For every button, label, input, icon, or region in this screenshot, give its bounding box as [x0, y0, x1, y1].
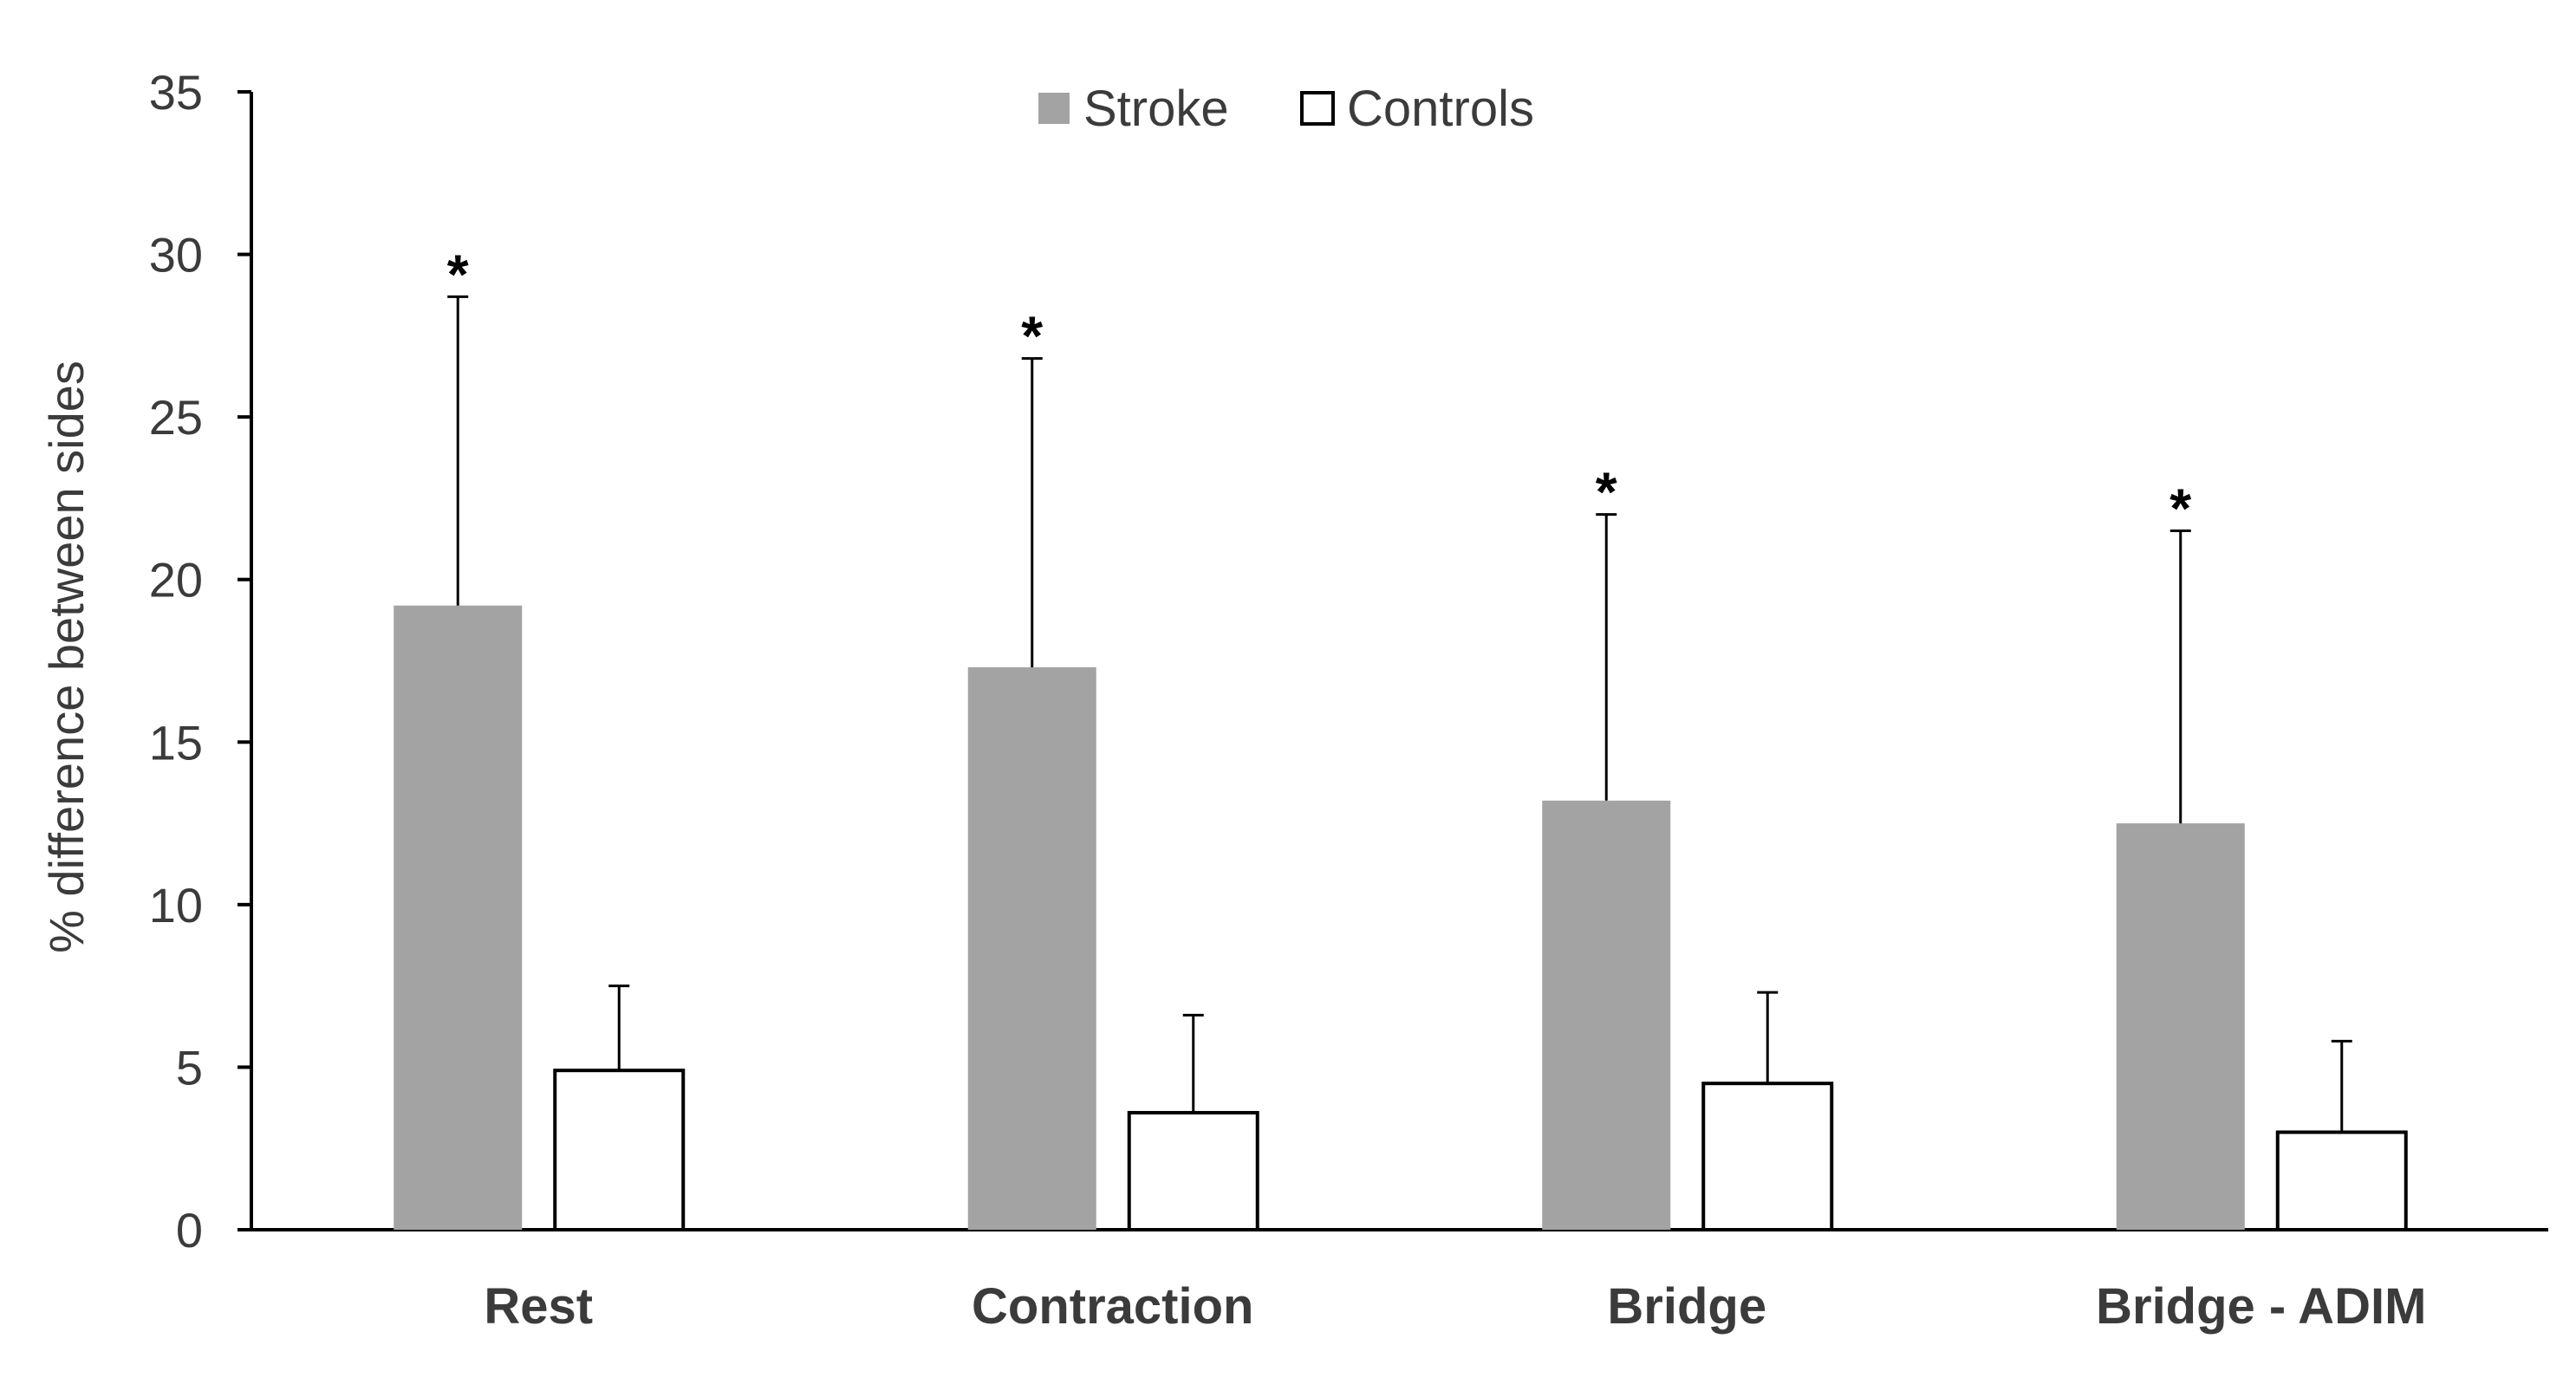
y-tick-label: 5 — [176, 1040, 203, 1095]
bar-stroke — [2116, 823, 2245, 1230]
category-label: Bridge — [1607, 1278, 1766, 1335]
y-axis-title: % difference between sides — [39, 361, 94, 953]
bar-controls — [1127, 1110, 1259, 1232]
category-label: Rest — [484, 1278, 593, 1335]
bars — [394, 605, 2408, 1232]
y-tick-label: 30 — [149, 228, 203, 283]
category-label: Bridge - ADIM — [2096, 1278, 2426, 1335]
category-labels: Rest Contraction Bridge Bridge - ADIM — [484, 1278, 2426, 1335]
y-tick-label: 10 — [149, 878, 203, 932]
legend-label-controls: Controls — [1347, 81, 1534, 137]
significance-star: * — [1021, 305, 1043, 367]
bar-stroke — [1542, 800, 1671, 1230]
y-tick-label: 25 — [149, 390, 203, 445]
legend-swatch-controls — [1300, 91, 1335, 126]
y-tick-label: 0 — [176, 1203, 203, 1257]
significance-markers: * * * * — [447, 243, 2192, 539]
bar-controls — [1701, 1082, 1834, 1231]
bar-stroke — [394, 605, 523, 1230]
error-bars — [447, 295, 2352, 1133]
y-tick-label: 15 — [149, 715, 203, 770]
y-tick-label: 35 — [149, 65, 203, 120]
legend-swatch-stroke — [1038, 93, 1070, 124]
category-label: Contraction — [972, 1278, 1253, 1335]
y-axis: 0 5 10 15 20 25 30 35 — [149, 65, 253, 1257]
bar-controls — [553, 1069, 686, 1232]
legend: Stroke Controls — [1038, 81, 1534, 137]
bar-stroke — [967, 667, 1096, 1230]
y-tick-label: 20 — [149, 553, 203, 608]
significance-star: * — [447, 243, 469, 305]
significance-star: * — [2169, 477, 2191, 539]
significance-star: * — [1596, 461, 1617, 523]
legend-label-stroke: Stroke — [1083, 81, 1229, 137]
bar-controls — [2275, 1130, 2408, 1232]
